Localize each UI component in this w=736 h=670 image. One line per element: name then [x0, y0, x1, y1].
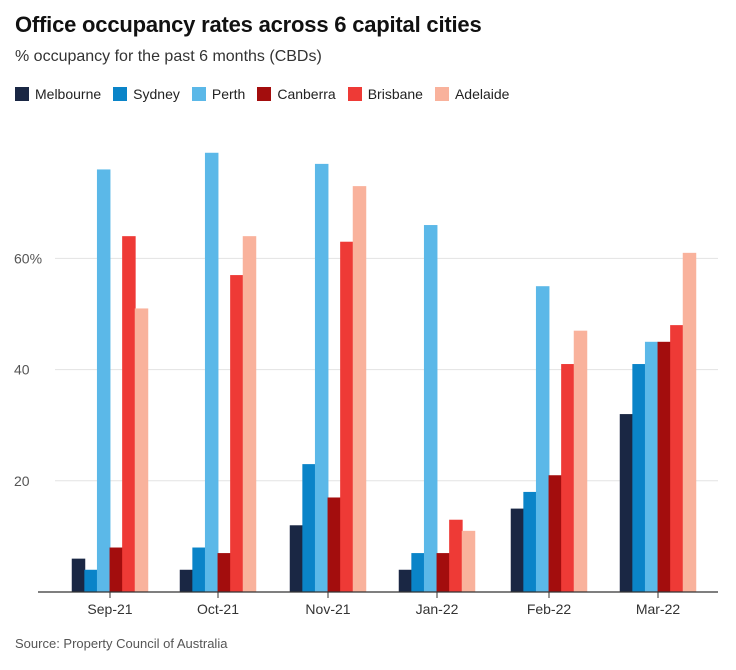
- legend: Melbourne Sydney Perth Canberra Brisbane Adel…: [15, 86, 521, 102]
- bar-perth-feb-22: [535, 286, 550, 592]
- bar-melbourne-nov-21: [289, 525, 304, 592]
- bar-sydney-mar-22: [632, 364, 646, 592]
- y-tick-label: 40: [14, 362, 30, 378]
- bar-perth-mar-22: [644, 341, 659, 592]
- bar-perth-oct-21: [204, 152, 219, 592]
- bar-perth-jan-22: [423, 225, 438, 592]
- y-tick-label: 20: [14, 473, 30, 489]
- legend-item-brisbane: Brisbane: [347, 86, 423, 102]
- legend-item-canberra: Canberra: [257, 86, 336, 102]
- x-tick-label: Oct-21: [197, 601, 239, 617]
- x-tick-label: Sep-21: [87, 601, 132, 617]
- legend-item-adelaide: Adelaide: [434, 86, 510, 102]
- bar-adelaide-sep-21: [134, 308, 149, 592]
- bar-canberra-nov-21: [327, 497, 342, 592]
- bar-adelaide-nov-21: [352, 186, 367, 592]
- bar-canberra-feb-22: [548, 475, 563, 592]
- x-tick-label: Nov-21: [305, 601, 350, 617]
- bar-melbourne-jan-22: [398, 569, 413, 592]
- chart-title: Office occupancy rates across 6 capital …: [15, 12, 482, 37]
- bar-sydney-sep-21: [84, 569, 98, 592]
- x-tick-label: Feb-22: [527, 601, 572, 617]
- legend-item-melbourne: Melbourne: [15, 86, 101, 102]
- legend-item-perth: Perth: [191, 86, 246, 102]
- bar-canberra-sep-21: [109, 547, 124, 592]
- source-note: Source: Property Council of Australia: [15, 636, 228, 651]
- legend-swatch: [257, 87, 272, 101]
- bar-brisbane-nov-21: [340, 241, 354, 592]
- legend-label: Brisbane: [367, 86, 423, 102]
- legend-swatch: [15, 87, 29, 101]
- bar-brisbane-oct-21: [230, 275, 244, 592]
- legend-swatch: [347, 87, 362, 101]
- bar-melbourne-feb-22: [510, 508, 525, 592]
- bar-melbourne-sep-21: [71, 558, 86, 592]
- bar-brisbane-sep-21: [122, 236, 136, 592]
- bar-sydney-feb-22: [523, 491, 537, 592]
- bar-canberra-oct-21: [217, 553, 232, 592]
- legend-label: Adelaide: [454, 86, 510, 102]
- bar-brisbane-feb-22: [561, 364, 575, 592]
- bar-adelaide-jan-22: [461, 530, 476, 592]
- chart-subtitle: % occupancy for the past 6 months (CBDs): [15, 48, 322, 65]
- y-tick-label: 60%: [14, 250, 42, 266]
- legend-swatch: [191, 87, 206, 101]
- x-tick-label: Mar-22: [636, 601, 681, 617]
- bar-melbourne-mar-22: [619, 414, 634, 592]
- bar-adelaide-feb-22: [573, 330, 588, 592]
- bar-canberra-mar-22: [657, 341, 672, 592]
- bar-perth-nov-21: [314, 163, 329, 592]
- bar-brisbane-jan-22: [449, 519, 463, 592]
- bar-sydney-oct-21: [192, 547, 206, 592]
- bar-chart: 20 40 60% Sep-21 Oct-21 Nov-21 Jan-22 Feb-22 Mar…: [14, 152, 718, 617]
- bar-melbourne-oct-21: [179, 569, 194, 592]
- bar-adelaide-mar-22: [682, 252, 697, 592]
- bar-canberra-jan-22: [436, 553, 451, 592]
- legend-swatch: [113, 87, 128, 101]
- x-tick-label: Jan-22: [416, 601, 459, 617]
- bar-sydney-jan-22: [411, 553, 425, 592]
- legend-label: Perth: [211, 86, 246, 102]
- bar-adelaide-oct-21: [242, 236, 257, 592]
- legend-label: Melbourne: [35, 86, 102, 102]
- bar-perth-sep-21: [96, 169, 111, 592]
- legend-item-sydney: Sydney: [113, 86, 180, 102]
- bar-brisbane-mar-22: [670, 325, 684, 592]
- legend-label: Canberra: [277, 86, 336, 102]
- bar-sydney-nov-21: [302, 464, 316, 592]
- legend-label: Sydney: [133, 86, 180, 102]
- legend-swatch: [434, 87, 449, 101]
